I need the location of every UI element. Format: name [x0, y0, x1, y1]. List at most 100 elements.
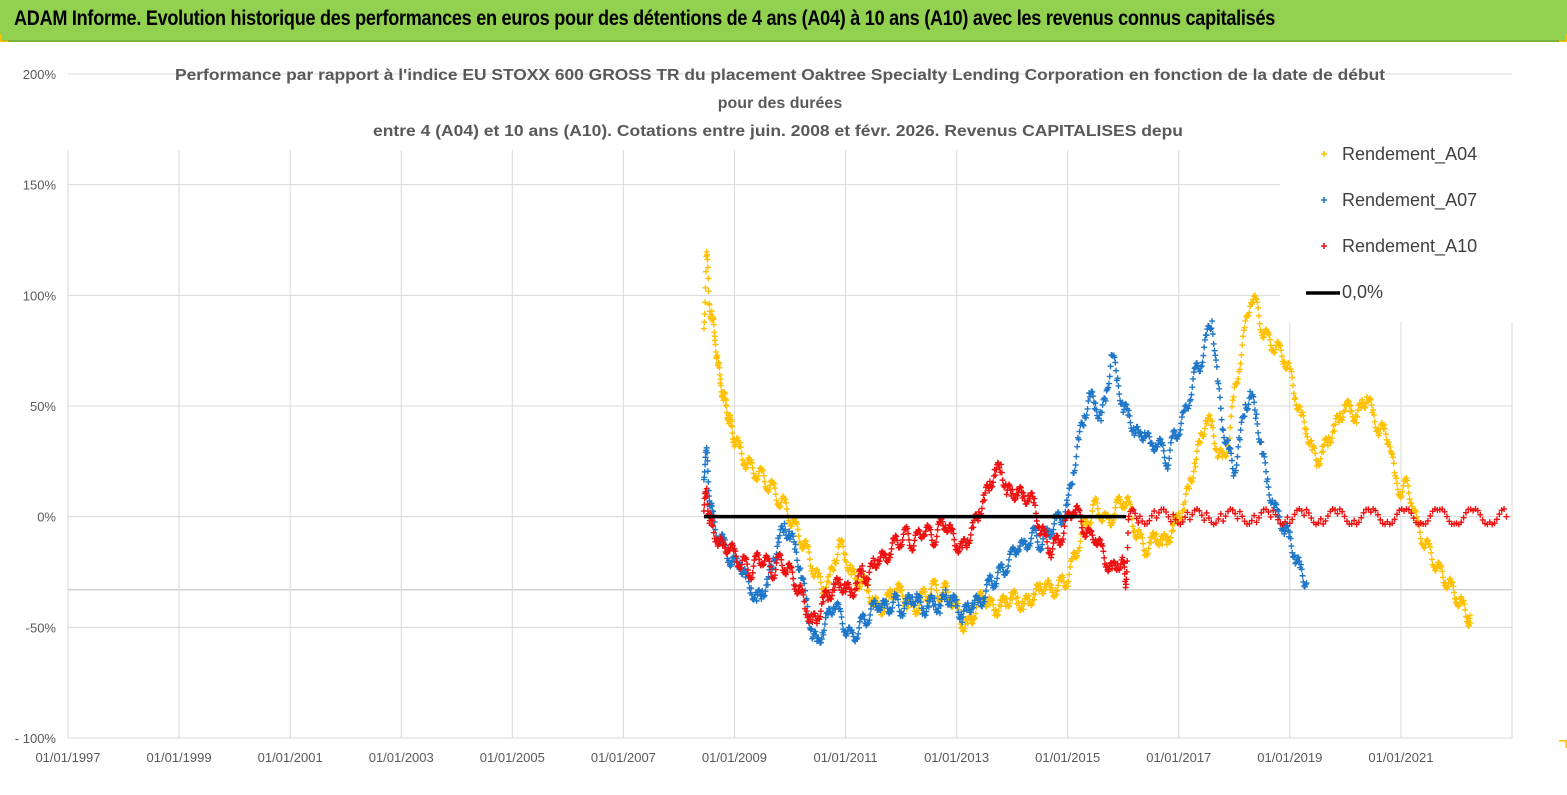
data-point [1301, 418, 1308, 425]
data-point [900, 610, 907, 617]
data-point [1032, 502, 1039, 509]
data-point [1065, 578, 1072, 585]
data-point [1220, 434, 1227, 441]
data-point [702, 299, 709, 306]
data-point [1048, 554, 1055, 561]
data-point [760, 562, 767, 569]
data-point [1058, 521, 1065, 528]
data-point [1077, 538, 1084, 545]
data-point [729, 430, 736, 437]
data-point [1220, 427, 1227, 434]
data-point [1228, 403, 1235, 410]
data-point [1254, 420, 1261, 427]
data-point [856, 618, 863, 625]
data-point [782, 496, 789, 503]
data-point [1075, 506, 1082, 513]
x-tick-label: 01/01/2003 [369, 750, 434, 765]
data-point [1298, 507, 1305, 514]
data-point [1393, 475, 1400, 482]
data-point [806, 556, 813, 563]
data-point [1422, 521, 1429, 527]
data-point [1409, 503, 1416, 510]
data-point [1287, 535, 1294, 542]
data-point [1126, 412, 1133, 419]
data-point [1234, 453, 1241, 460]
data-point [1132, 510, 1139, 517]
data-point [1039, 541, 1046, 548]
data-point [890, 599, 897, 606]
data-point [921, 585, 928, 592]
data-point [1355, 407, 1362, 414]
data-point [909, 547, 916, 554]
data-point [715, 541, 722, 548]
data-point [1351, 517, 1358, 524]
data-point [982, 594, 989, 601]
data-point [1123, 576, 1130, 583]
data-point [1293, 401, 1300, 408]
data-point [706, 301, 713, 308]
data-point [1413, 508, 1419, 515]
data-point [1391, 516, 1398, 523]
data-point [1449, 579, 1456, 586]
data-point [971, 614, 978, 621]
data-point [779, 562, 786, 569]
data-point [1386, 443, 1393, 450]
data-point [1027, 540, 1034, 547]
data-point [823, 584, 830, 591]
data-point [1224, 437, 1231, 444]
data-point [1145, 545, 1152, 552]
data-point [767, 569, 774, 576]
data-point [894, 592, 901, 599]
data-point [1116, 391, 1123, 398]
data-point [937, 602, 944, 609]
data-point [1416, 529, 1423, 536]
data-point [1180, 408, 1187, 415]
data-point [894, 596, 901, 603]
data-point [1244, 405, 1251, 412]
data-point [794, 590, 801, 597]
data-point [1368, 401, 1375, 408]
data-point [1390, 460, 1397, 467]
data-point [1289, 374, 1296, 381]
data-point [1084, 405, 1091, 412]
data-point [1246, 309, 1253, 316]
data-point [1114, 375, 1121, 382]
data-point [822, 614, 829, 621]
data-point [1076, 428, 1083, 435]
data-point [1245, 312, 1252, 319]
x-tick-label: 01/01/2015 [1035, 750, 1100, 765]
data-point [994, 569, 1001, 576]
data-point [1230, 472, 1237, 479]
data-point [1237, 427, 1244, 434]
data-point [990, 601, 997, 608]
data-point [853, 585, 860, 592]
data-point [1501, 505, 1508, 512]
data-point [1089, 508, 1096, 515]
data-point [1209, 424, 1216, 431]
data-point [1444, 583, 1451, 590]
data-point [1067, 563, 1074, 570]
data-point [754, 476, 761, 483]
data-point [1389, 454, 1396, 461]
data-point [794, 557, 801, 564]
data-point [834, 551, 841, 558]
data-point [1234, 515, 1241, 522]
data-point [1438, 563, 1445, 570]
data-point [737, 444, 744, 451]
y-tick-label: -50% [26, 620, 57, 635]
data-point [996, 464, 1003, 471]
data-point [892, 532, 899, 539]
data-point [859, 562, 866, 569]
data-point [1389, 520, 1396, 527]
data-point [1055, 582, 1062, 589]
data-point [889, 604, 896, 611]
data-point [1124, 529, 1131, 536]
data-point [723, 403, 730, 410]
data-point [1188, 391, 1195, 398]
data-point [1213, 357, 1220, 364]
data-point [1325, 434, 1332, 441]
data-point [1250, 393, 1257, 400]
data-point [1028, 535, 1035, 542]
legend-label: Rendement_A10 [1342, 236, 1477, 257]
data-point [717, 382, 724, 389]
